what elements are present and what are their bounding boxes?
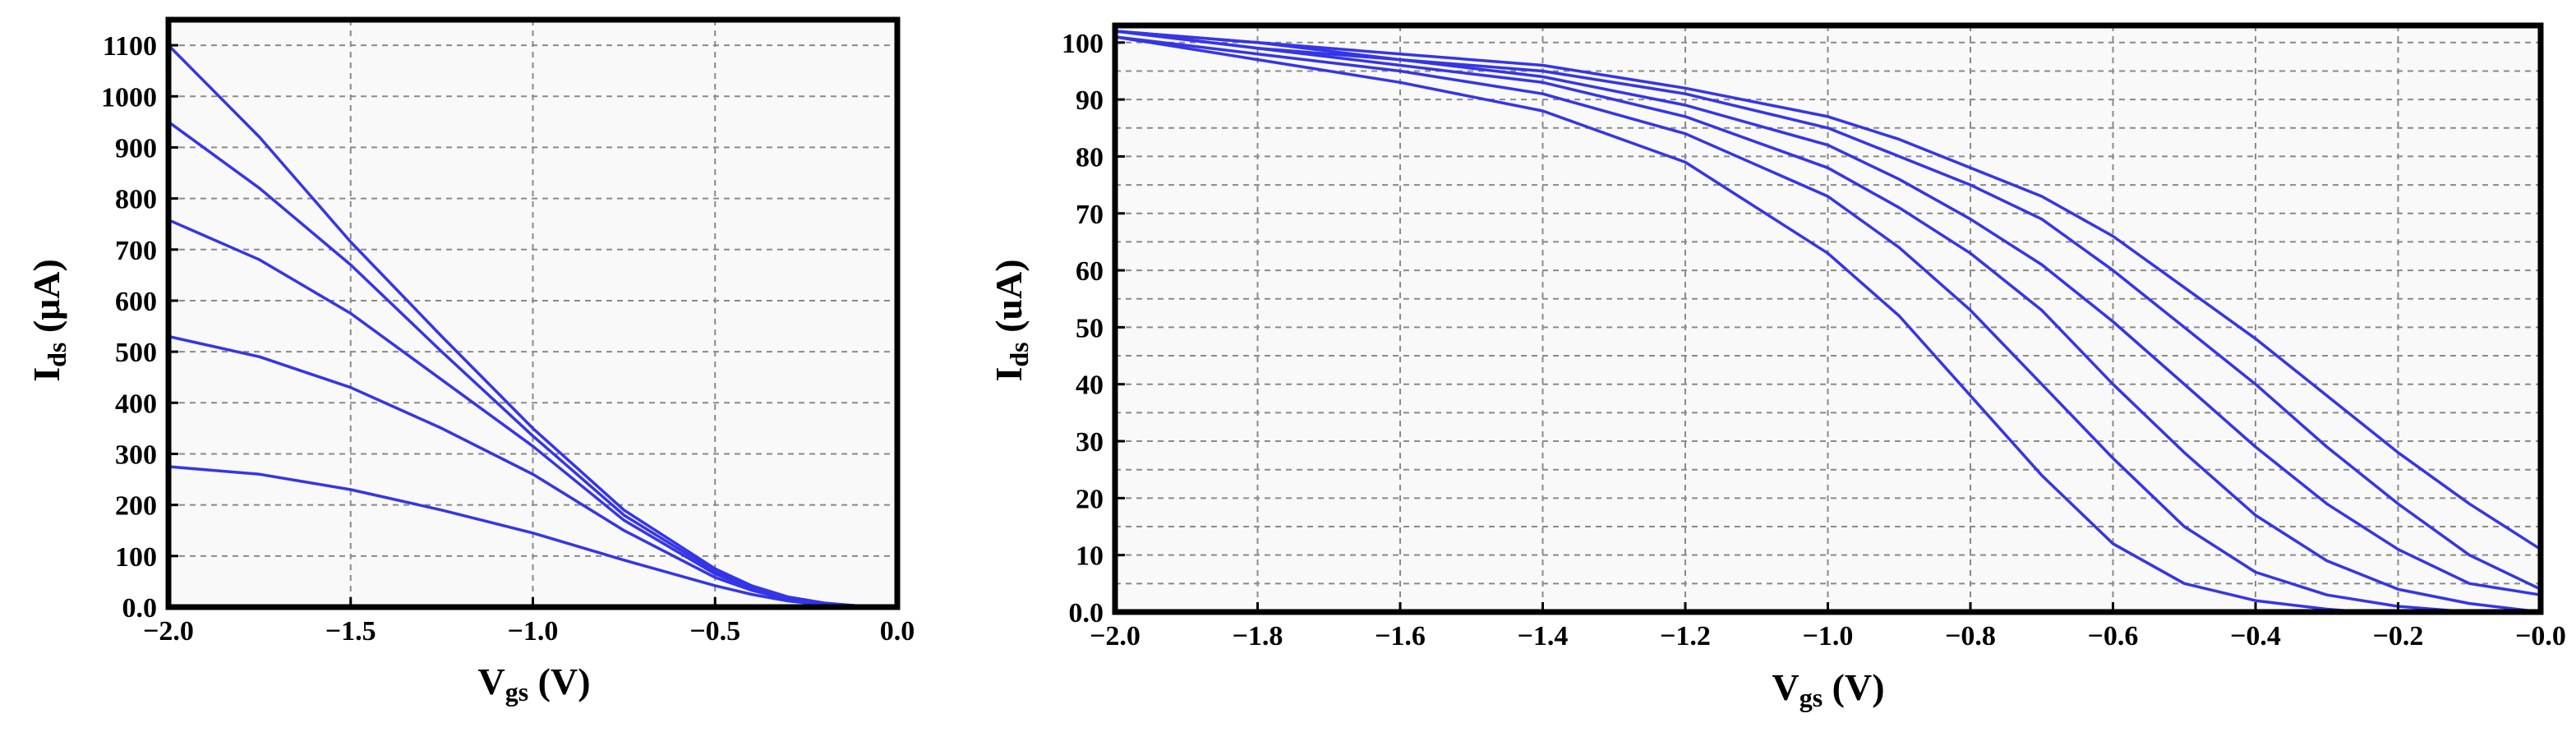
right-x-tick-label: −0.8 (1945, 621, 1996, 651)
left-y-tick-label: 1100 (103, 31, 157, 62)
left-y-tick-label: 700 (115, 236, 157, 266)
left-y-tick-label: 400 (115, 389, 157, 419)
right-y-tick-label: 100 (1062, 29, 1104, 59)
right-x-tick-label: −1.6 (1375, 621, 1426, 651)
right-x-tick-label: −1.2 (1660, 621, 1711, 651)
right-series-2-line (1113, 35, 2472, 614)
right-series-6-line (1113, 30, 2542, 551)
left-x-tick-label: 0.0 (880, 616, 915, 647)
left-chart: −2.0 −1.5 −1.0 −0.5 0.0 0.0 100 200 300 400 500 600… (25, 16, 915, 706)
left-x-tick-label: −0.5 (689, 616, 740, 647)
right-series-5-line (1113, 30, 2542, 591)
right-y-tick-label: 20 (1076, 484, 1104, 514)
right-x-tick-label: −1.8 (1233, 621, 1283, 651)
right-y-tick-label: 10 (1076, 541, 1104, 572)
left-x-axis-label: Vgs (V) (477, 660, 590, 706)
left-y-tick-label: 100 (115, 542, 157, 573)
right-x-tick-label: −1.0 (1803, 621, 1854, 651)
right-x-tick-label: −0.0 (2515, 621, 2566, 651)
left-y-tick-label: 300 (115, 440, 157, 470)
right-y-tick-label: 60 (1076, 256, 1104, 287)
right-series-1-line (1113, 35, 2364, 614)
left-y-tick-label: 500 (115, 338, 157, 368)
left-y-tick-label: 200 (115, 491, 157, 522)
left-y-tick-label: 1000 (101, 82, 157, 113)
right-series-4-line (1113, 30, 2542, 596)
left-y-tick-label: 0.0 (122, 593, 158, 624)
right-y-tick-label: 90 (1076, 85, 1104, 116)
left-x-tick-label: −1.0 (508, 616, 559, 647)
right-y-tick-label: 40 (1076, 370, 1104, 401)
left-x-tick-label: −1.5 (325, 616, 376, 647)
right-x-axis-label: Vgs (V) (1772, 666, 1884, 712)
right-y-axis-label: Ids (uA) (988, 259, 1034, 381)
right-chart: −2.0 −1.8 −1.6 −1.4 −1.2 −1.0 −0.8 −0.6 −0.4 −0.2… (988, 22, 2566, 712)
left-y-tick-label: 800 (115, 185, 157, 215)
right-x-tick-label: −0.2 (2373, 621, 2424, 651)
right-x-tick-label: −2.0 (1090, 621, 1141, 651)
right-y-tick-label: 80 (1076, 142, 1104, 173)
left-y-axis-label: Ids (μA) (25, 259, 71, 382)
left-y-tick-label: 900 (115, 133, 157, 163)
right-y-tick-label: 70 (1076, 200, 1104, 230)
right-series-3-line (1113, 30, 2542, 614)
right-y-tick-label: 0.0 (1069, 598, 1104, 628)
right-y-tick-label: 50 (1076, 313, 1104, 343)
right-x-tick-label: −0.4 (2230, 621, 2281, 651)
left-y-tick-label: 600 (115, 287, 157, 317)
left-x-tick-label: −2.0 (143, 616, 194, 647)
right-y-tick-label: 30 (1076, 427, 1104, 458)
right-x-tick-label: −1.4 (1518, 621, 1569, 651)
right-x-tick-label: −0.6 (2088, 621, 2139, 651)
